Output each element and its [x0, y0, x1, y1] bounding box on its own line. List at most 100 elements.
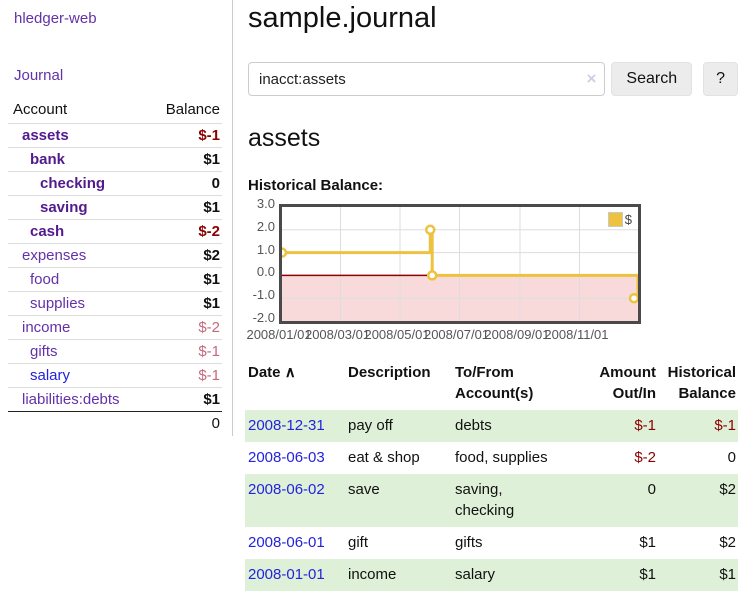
- account-row-checking: checking 0: [8, 171, 222, 196]
- transaction-accounts: debts: [455, 417, 492, 434]
- account-balance: $1: [150, 147, 222, 172]
- register-row[interactable]: 2008-06-02 save saving, checking 0 $2: [245, 474, 738, 527]
- chart-plot-area: $: [279, 204, 641, 324]
- balance-column-header: Balance: [165, 101, 220, 118]
- transaction-description: pay off: [348, 417, 393, 434]
- transaction-amount: $-2: [634, 449, 656, 466]
- sidebar-item-journal[interactable]: Journal: [14, 67, 64, 84]
- chart-title: Historical Balance:: [248, 177, 384, 194]
- transaction-accounts: salary: [455, 566, 496, 583]
- search-button[interactable]: Search: [611, 62, 693, 96]
- account-balance: $2: [150, 243, 222, 268]
- account-link-salary[interactable]: salary: [30, 367, 71, 384]
- clear-search-icon[interactable]: ×: [586, 69, 597, 88]
- search-input[interactable]: [248, 62, 606, 96]
- sidebar-divider: [232, 0, 233, 436]
- account-row-bank: bank $1: [8, 147, 222, 172]
- transaction-description: gift: [348, 534, 369, 551]
- main-content: sample.journal × Search ? assets Histori…: [245, 0, 738, 591]
- transaction-balance: $2: [719, 534, 736, 551]
- transaction-balance: 0: [727, 449, 736, 466]
- transaction-description: eat & shop: [348, 449, 420, 466]
- account-balance: 0: [150, 171, 222, 196]
- account-balance: $1: [150, 267, 222, 292]
- transaction-description: save: [348, 481, 380, 498]
- transaction-accounts: gifts: [455, 534, 483, 551]
- sort-ascending-icon: ∧: [284, 364, 296, 381]
- account-balance: $-2: [150, 315, 222, 340]
- account-row-liabilities-debts: liabilities:debts $1: [8, 387, 222, 412]
- account-link-checking[interactable]: checking: [40, 175, 106, 192]
- transaction-date-link[interactable]: 2008-01-01: [248, 566, 325, 583]
- register-row[interactable]: 2008-06-01 gift gifts $1 $2: [245, 527, 738, 559]
- account-row-gifts: gifts $-1: [8, 339, 222, 364]
- account-link-bank[interactable]: bank: [30, 151, 66, 168]
- legend-label: $: [624, 212, 632, 227]
- transaction-date-link[interactable]: 2008-06-01: [248, 534, 325, 551]
- chart-legend: $: [607, 212, 632, 227]
- account-row-saving: saving $1: [8, 195, 222, 220]
- transaction-amount: $-1: [634, 417, 656, 434]
- account-balance: $1: [150, 387, 222, 412]
- x-tick-label: 2008/01/01: [246, 327, 312, 342]
- account-heading: assets: [248, 124, 321, 152]
- transaction-description: income: [348, 566, 397, 583]
- accounts-total-row: 0: [8, 411, 222, 435]
- account-link-cash[interactable]: cash: [30, 223, 65, 240]
- account-balance: $1: [150, 291, 222, 316]
- account-row-salary: salary $-1: [8, 363, 222, 388]
- amount-column-header: Amount Out/In: [599, 364, 656, 402]
- transaction-balance: $-1: [714, 417, 736, 434]
- account-balance: $-1: [150, 363, 222, 388]
- y-tick-label: -2.0: [252, 310, 275, 325]
- transaction-balance: $2: [719, 481, 736, 498]
- account-row-cash: cash $-2: [8, 219, 222, 244]
- legend-swatch: [607, 212, 623, 227]
- accounts-total-value: 0: [150, 411, 222, 435]
- app-brand-link[interactable]: hledger-web: [14, 10, 97, 27]
- accounts-table-header: Account Balance: [8, 98, 222, 124]
- register-table: Date ∧ Description To/From Account(s) Am…: [245, 360, 738, 591]
- account-row-income: income $-2: [8, 315, 222, 340]
- y-tick-label: 3.0: [256, 196, 275, 211]
- account-link-assets[interactable]: assets: [22, 127, 69, 144]
- account-row-supplies: supplies $1: [8, 291, 222, 316]
- register-row[interactable]: 2008-01-01 income salary $1 $1: [245, 559, 738, 591]
- y-tick-label: 2.0: [256, 218, 275, 234]
- search-form: × Search ?: [248, 62, 738, 96]
- transaction-balance: $1: [719, 566, 736, 583]
- transaction-amount: $1: [639, 566, 656, 583]
- account-balance: $-2: [150, 219, 222, 244]
- account-row-food: food $1: [8, 267, 222, 292]
- accounts-table: Account Balance assets $-1 bank $1 check…: [8, 98, 222, 435]
- account-link-food[interactable]: food: [30, 271, 60, 288]
- date-column-header[interactable]: Date ∧: [248, 364, 296, 381]
- x-tick-label: 2008/03/01: [304, 327, 371, 342]
- account-link-saving[interactable]: saving: [40, 199, 88, 216]
- transaction-date-link[interactable]: 2008-06-03: [248, 449, 325, 466]
- account-row-expenses: expenses $2: [8, 243, 222, 268]
- account-link-supplies[interactable]: supplies: [30, 295, 86, 312]
- x-tick-label: 2008/09/01: [484, 327, 550, 342]
- register-row[interactable]: 2008-06-03 eat & shop food, supplies $-2…: [245, 442, 738, 474]
- transaction-date-link[interactable]: 2008-12-31: [248, 417, 325, 434]
- x-tick-label: 2008/07/01: [423, 327, 490, 342]
- help-button[interactable]: ?: [703, 62, 738, 96]
- description-column-header: Description: [348, 364, 431, 381]
- account-balance: $1: [150, 195, 222, 220]
- balance-column-header: Historical Balance: [667, 364, 736, 402]
- accounts-column-header: To/From Account(s): [455, 364, 534, 402]
- x-tick-label: 2008/05/01: [364, 327, 430, 342]
- account-balance: $-1: [150, 123, 222, 148]
- account-link-liabilities-debts[interactable]: liabilities:debts: [22, 391, 120, 408]
- x-tick-label: 2008/11/01: [544, 327, 609, 342]
- register-row[interactable]: 2008-12-31 pay off debts $-1 $-1: [245, 410, 738, 442]
- account-link-income[interactable]: income: [22, 319, 71, 336]
- account-column-header: Account: [13, 101, 68, 118]
- transaction-date-link[interactable]: 2008-06-02: [248, 481, 325, 498]
- transaction-accounts: food, supplies: [455, 449, 548, 466]
- register-header-row: Date ∧ Description To/From Account(s) Am…: [245, 360, 738, 410]
- y-tick-label: 0.0: [256, 264, 275, 280]
- account-link-gifts[interactable]: gifts: [30, 343, 58, 360]
- account-link-expenses[interactable]: expenses: [22, 247, 87, 264]
